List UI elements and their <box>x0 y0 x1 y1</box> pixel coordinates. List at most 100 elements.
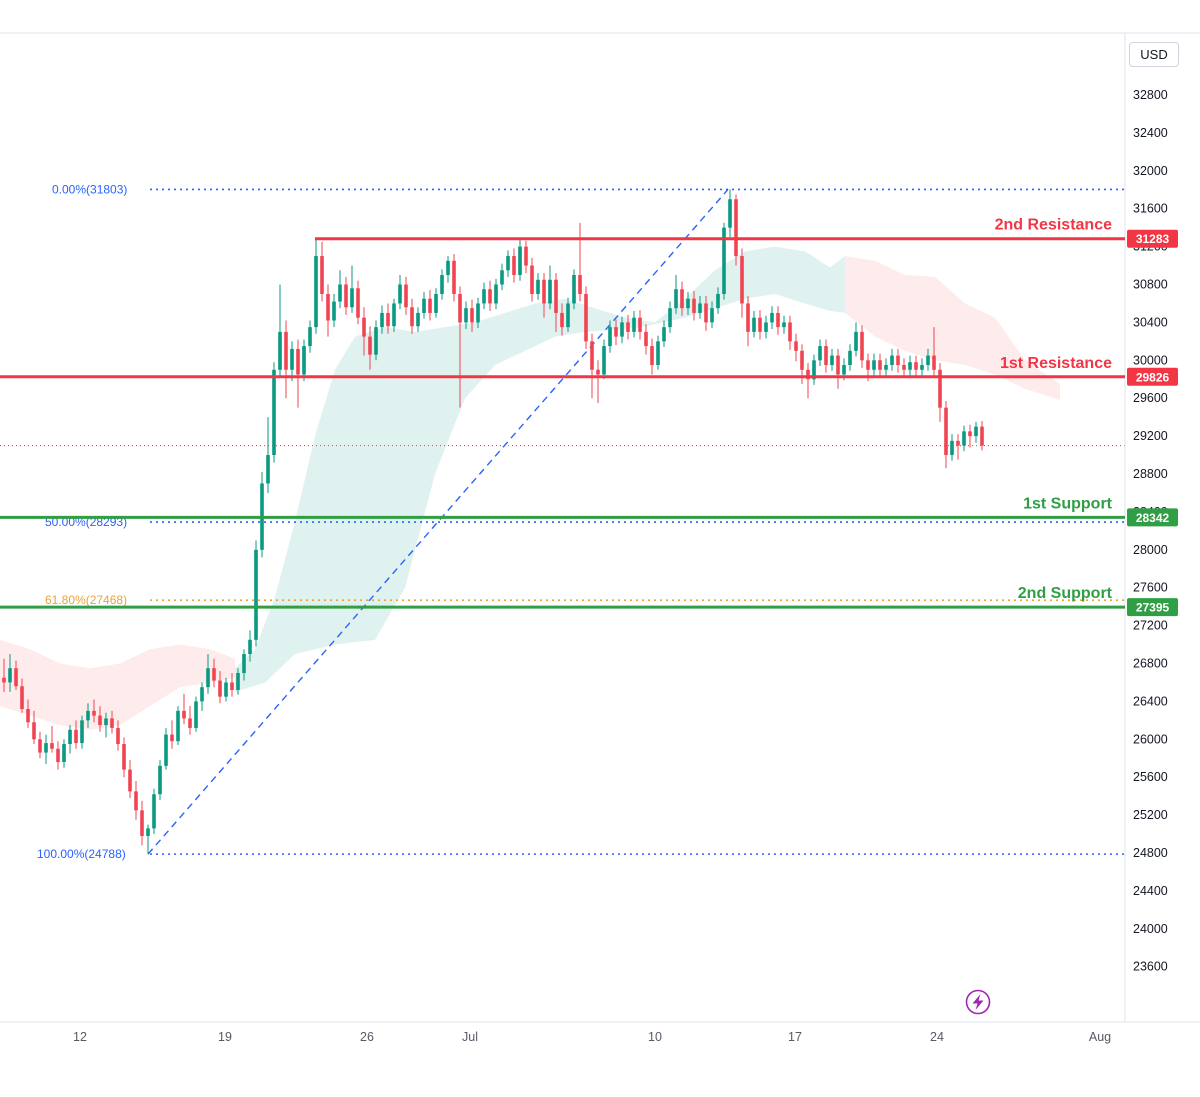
time-axis[interactable]: 12 19 26 Jul 10 17 24 Aug <box>73 1030 1111 1044</box>
quick-trade-lightning-button[interactable] <box>965 989 991 1015</box>
candle-body <box>776 312 780 328</box>
candle-body <box>830 355 834 366</box>
candle-body <box>302 346 306 375</box>
candle-body <box>944 407 948 456</box>
candle-body <box>404 284 408 308</box>
candle-body <box>200 687 204 702</box>
candle-body <box>710 308 714 323</box>
candle-body <box>722 227 726 294</box>
candle-body <box>266 455 270 484</box>
candle-body <box>350 288 354 308</box>
price-axis[interactable]: 3280032400320003160031200308003040030000… <box>1133 88 1168 974</box>
candle-body <box>224 682 228 697</box>
price-axis-tick-label: 28800 <box>1133 467 1168 481</box>
candle-body <box>812 360 816 380</box>
price-axis-tick-label: 32800 <box>1133 88 1168 102</box>
candle-body <box>974 426 978 437</box>
second-support-price-badge <box>1127 598 1178 617</box>
ichimoku-clouds <box>0 246 1060 730</box>
candle-body <box>92 710 96 716</box>
candle-body <box>800 350 804 370</box>
time-axis-tick-label: 26 <box>360 1030 374 1044</box>
candle-body <box>932 355 936 370</box>
candle-body <box>428 298 432 313</box>
candle-body <box>326 293 330 321</box>
candle-body <box>56 748 60 763</box>
candle-body <box>44 743 48 753</box>
candle-body <box>380 312 384 328</box>
candle-body <box>206 668 210 688</box>
candle-body <box>512 256 516 276</box>
price-axis-tick-label: 30400 <box>1133 315 1168 329</box>
candle-body <box>740 256 744 304</box>
price-axis-tick-label: 23600 <box>1133 960 1168 974</box>
time-axis-tick-label: 19 <box>218 1030 232 1044</box>
candle-body <box>662 327 666 342</box>
candle-body <box>842 365 846 375</box>
candle-body <box>548 279 552 304</box>
candle-body <box>464 308 468 323</box>
candle-body <box>752 317 756 332</box>
candle-body <box>494 284 498 304</box>
candle-body <box>98 715 102 726</box>
candle-body <box>680 289 684 309</box>
price-axis-tick-label: 32400 <box>1133 126 1168 140</box>
candle-body <box>626 322 630 332</box>
candle-body <box>860 331 864 361</box>
candlestick-series <box>2 189 984 855</box>
candle-body <box>518 246 522 276</box>
candle-body <box>758 317 762 332</box>
first-resistance-price-badge-value: 29826 <box>1136 370 1170 384</box>
candle-body <box>926 355 930 366</box>
candle-body <box>650 346 654 366</box>
candle-body <box>596 369 600 375</box>
candle-body <box>110 718 114 728</box>
currency-toggle-button[interactable]: USD <box>1129 42 1179 67</box>
candle-body <box>170 734 174 742</box>
first-resistance-price-badge <box>1127 367 1178 386</box>
candle-body <box>416 312 420 327</box>
candle-body <box>284 331 288 370</box>
price-axis-tick-label: 24400 <box>1133 884 1168 898</box>
candle-body <box>902 365 906 370</box>
candle-body <box>500 270 504 285</box>
candle-body <box>704 303 708 323</box>
candle-body <box>218 680 222 697</box>
time-axis-tick-label: Aug <box>1089 1030 1111 1044</box>
candle-body <box>290 348 294 370</box>
candle-body <box>914 362 918 370</box>
candle-body <box>950 440 954 456</box>
candle-body <box>440 275 444 294</box>
candle-body <box>446 260 450 276</box>
candle-body <box>236 672 240 691</box>
fib-trendline[interactable] <box>147 189 729 855</box>
candle-body <box>962 431 966 446</box>
candle-body <box>86 710 90 721</box>
ichimoku-cloud-bearish-left <box>0 639 235 730</box>
candle-body <box>338 284 342 302</box>
price-axis-tick-label: 26400 <box>1133 694 1168 708</box>
candle-body <box>26 708 30 723</box>
candle-body <box>632 317 636 332</box>
candle-body <box>878 360 882 370</box>
candle-body <box>728 199 732 228</box>
price-axis-tick-label: 27200 <box>1133 619 1168 633</box>
candle-body <box>158 765 162 795</box>
candle-body <box>470 308 474 323</box>
price-axis-tick-label: 31600 <box>1133 202 1168 216</box>
candle-body <box>896 355 900 366</box>
candle-body <box>104 718 108 726</box>
candle-body <box>152 794 156 829</box>
candle-body <box>74 729 78 744</box>
candle-body <box>272 369 276 456</box>
price-axis-tick-label: 26000 <box>1133 732 1168 746</box>
candle-body <box>788 322 792 342</box>
candle-body <box>890 355 894 366</box>
price-axis-tick-label: 32000 <box>1133 164 1168 178</box>
candle-body <box>644 331 648 347</box>
ichimoku-cloud-bearish-right <box>845 256 1060 401</box>
candle-body <box>908 362 912 370</box>
time-axis-tick-label: Jul <box>462 1030 478 1044</box>
candle-body <box>536 279 540 294</box>
